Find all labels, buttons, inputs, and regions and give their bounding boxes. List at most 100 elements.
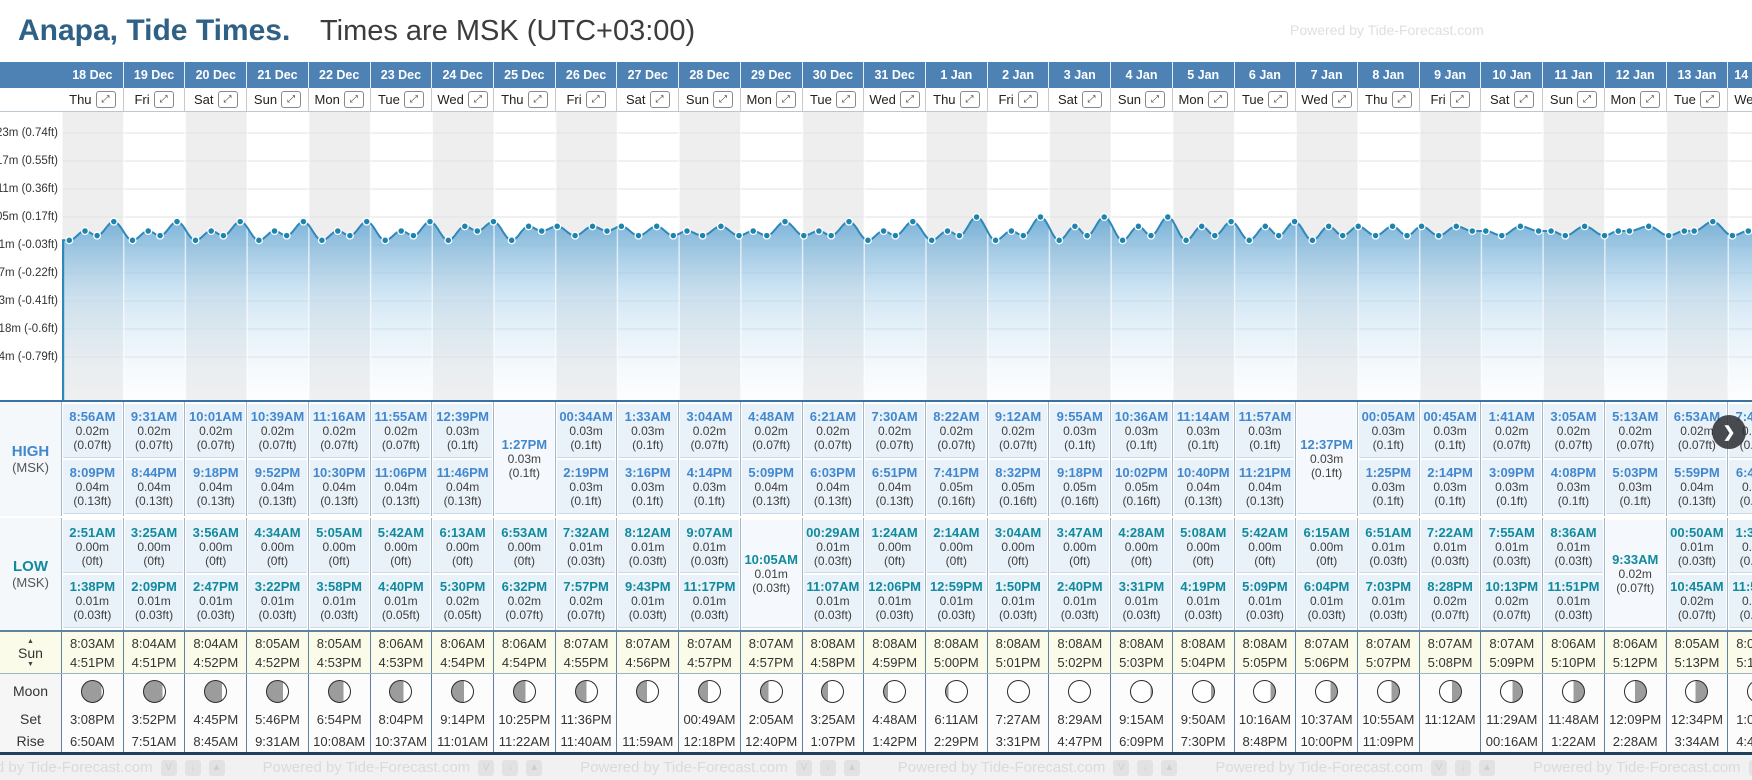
- tide-height-m: 0.00m: [1124, 539, 1159, 554]
- moonset-row-label: Set: [0, 708, 62, 730]
- low-label-sub: (MSK): [12, 575, 49, 590]
- expand-day-button[interactable]: ⤢: [649, 91, 670, 108]
- tide-entry: 7:30AM 0.02m (0.07ft): [865, 404, 924, 459]
- expand-day-button[interactable]: ⤢: [959, 91, 980, 108]
- tide-height-ft: (0.03ft): [1245, 608, 1284, 623]
- expand-day-button[interactable]: ⤢: [467, 91, 488, 108]
- moonrise-cell: 12:18PM: [679, 730, 741, 752]
- moon-phase-cell: [1049, 674, 1112, 708]
- day-of-week-label: Thu: [69, 92, 92, 107]
- tide-height-ft: (0.07ft): [135, 438, 174, 453]
- expand-icon: ⤢: [223, 93, 232, 105]
- tide-height-m: 0.01m: [199, 594, 233, 609]
- expand-day-button[interactable]: ⤢: [835, 91, 856, 108]
- tide-height-ft: (0.13ft): [258, 493, 297, 508]
- sunset-time: 4:57PM: [748, 654, 794, 670]
- expand-day-button[interactable]: ⤢: [899, 91, 920, 108]
- tide-time: 1:27PM: [501, 437, 548, 452]
- expand-day-button[interactable]: ⤢: [1017, 91, 1038, 108]
- expand-day-button[interactable]: ⤢: [1449, 91, 1470, 108]
- expand-day-button[interactable]: ⤢: [403, 91, 424, 108]
- tide-height-ft: (0.03ft): [1431, 553, 1470, 568]
- sun-times-cell: 8:05AM 5:14PM: [1728, 632, 1752, 673]
- expand-day-button[interactable]: ⤢: [527, 91, 548, 108]
- low-tide-cell: 9:07AM 0.01m (0.03ft) 11:17PM 0.01m (0.03ft): [679, 518, 741, 630]
- moon-phase-cell: [679, 674, 741, 708]
- tide-time: 1:37AM: [1735, 524, 1752, 540]
- expand-day-button[interactable]: ⤢: [281, 91, 302, 108]
- tide-height-m: 0.01m: [816, 539, 850, 554]
- y-axis-label: 0.23m (0.74ft): [0, 127, 58, 139]
- moonrise-row: Rise 6:50AM 7:51AM 8:45AM 9:31AM 10:08AM 10:3…: [0, 730, 1752, 752]
- date-header-cell: 18 Dec: [62, 62, 124, 88]
- expand-day-button[interactable]: ⤢: [153, 91, 174, 108]
- tide-height-m: 0.00m: [445, 539, 480, 554]
- expand-day-button[interactable]: ⤢: [1145, 91, 1166, 108]
- tide-entry: 6:03PM 0.04m (0.13ft): [803, 459, 863, 514]
- footer-store-icon: V: [1113, 759, 1130, 776]
- date-header-cell: 3 Jan: [1049, 62, 1112, 88]
- expand-day-button[interactable]: ⤢: [1081, 91, 1102, 108]
- tide-time: 4:28AM: [1118, 524, 1165, 540]
- moonrise-cell: 3:31PM: [988, 730, 1050, 752]
- expand-day-button[interactable]: ⤢: [1639, 91, 1660, 108]
- tide-time: 9:31AM: [130, 409, 178, 425]
- tide-height-m: 0.02m: [816, 424, 850, 439]
- tide-time: 8:12AM: [624, 524, 671, 540]
- tide-entry: 11:16AM 0.02m (0.07ft): [309, 404, 369, 459]
- tide-time: 4:48AM: [748, 409, 795, 425]
- tide-time: 2:51AM: [69, 524, 116, 540]
- tide-time: 6:21AM: [809, 409, 857, 425]
- tide-entry: 8:28PM 0.02m (0.07ft): [1420, 574, 1480, 628]
- tide-height-ft: (0ft): [1007, 553, 1029, 568]
- sunset-time: 5:00PM: [933, 654, 979, 670]
- tide-height-m: 0.05m: [1001, 479, 1035, 494]
- sun-times-cell: 8:05AM 5:13PM: [1666, 632, 1729, 673]
- tide-height-ft: (0.03ft): [628, 553, 667, 568]
- tide-time: 9:43PM: [625, 579, 671, 595]
- expand-day-button[interactable]: ⤢: [585, 91, 606, 108]
- date-header-cell: 29 Dec: [741, 62, 803, 88]
- tide-entry: 8:22AM 0.02m (0.07ft): [926, 404, 986, 459]
- tide-height-m: 0.04m: [384, 479, 418, 494]
- expand-day-button[interactable]: ⤢: [713, 91, 734, 108]
- expand-day-button[interactable]: ⤢: [1331, 91, 1352, 108]
- expand-day-button[interactable]: ⤢: [1577, 91, 1598, 108]
- expand-day-button[interactable]: ⤢: [1699, 91, 1720, 108]
- high-tide-cell: 9:12AM 0.02m (0.07ft) 8:32PM 0.05m (0.16ft): [988, 402, 1050, 516]
- expand-day-button[interactable]: ⤢: [1513, 91, 1534, 108]
- next-page-button[interactable]: ❯: [1712, 415, 1746, 449]
- high-tide-cell: 1:27PM 0.03m (0.1ft): [494, 402, 556, 516]
- expand-day-button[interactable]: ⤢: [1267, 91, 1288, 108]
- tide-time: 8:32PM: [995, 464, 1041, 480]
- expand-day-button[interactable]: ⤢: [217, 91, 238, 108]
- tide-time: 11:07AM: [806, 579, 860, 595]
- tide-height-ft: (0.05ft): [381, 608, 420, 623]
- tide-height-ft: (0.13ft): [1677, 493, 1716, 508]
- moon-phase-icon: [1376, 679, 1400, 703]
- day-of-week-label: Tue: [1241, 92, 1264, 107]
- tide-height-m: 0.04m: [754, 479, 788, 494]
- tide-time: 10:01AM: [189, 409, 243, 425]
- sunrise-time: 8:07AM: [1304, 635, 1350, 651]
- expand-day-button[interactable]: ⤢: [775, 91, 796, 108]
- tide-height-m: 0.02m: [384, 424, 418, 439]
- sunrise-time: 8:05AM: [316, 635, 362, 651]
- low-tide-cell: 2:51AM 0.00m (0ft) 1:38PM 0.01m (0.03ft): [62, 518, 124, 630]
- tide-time: 10:40PM: [1176, 464, 1230, 480]
- expand-day-button[interactable]: ⤢: [343, 91, 364, 108]
- expand-day-button[interactable]: ⤢: [1207, 91, 1228, 108]
- high-tide-cell: 11:14AM 0.03m (0.1ft) 10:40PM 0.04m (0.13ft): [1173, 402, 1235, 516]
- expand-day-button[interactable]: ⤢: [1391, 91, 1412, 108]
- sunset-time: 4:53PM: [316, 654, 362, 670]
- tide-time: 5:05AM: [316, 524, 363, 540]
- low-tide-cell: 3:04AM 0.00m (0ft) 1:50PM 0.01m (0.03ft): [988, 518, 1050, 630]
- tide-time: 9:52PM: [254, 464, 301, 480]
- expand-day-button[interactable]: ⤢: [95, 91, 116, 108]
- tide-height-ft: (0.13ft): [135, 493, 174, 508]
- moon-phase-cell: [432, 674, 494, 708]
- footer-store-icon: ▲: [1478, 759, 1495, 776]
- expand-icon: ⤢: [1087, 93, 1096, 105]
- tide-time: 5:42AM: [377, 524, 425, 540]
- day-of-week-label: Tue: [1673, 92, 1696, 107]
